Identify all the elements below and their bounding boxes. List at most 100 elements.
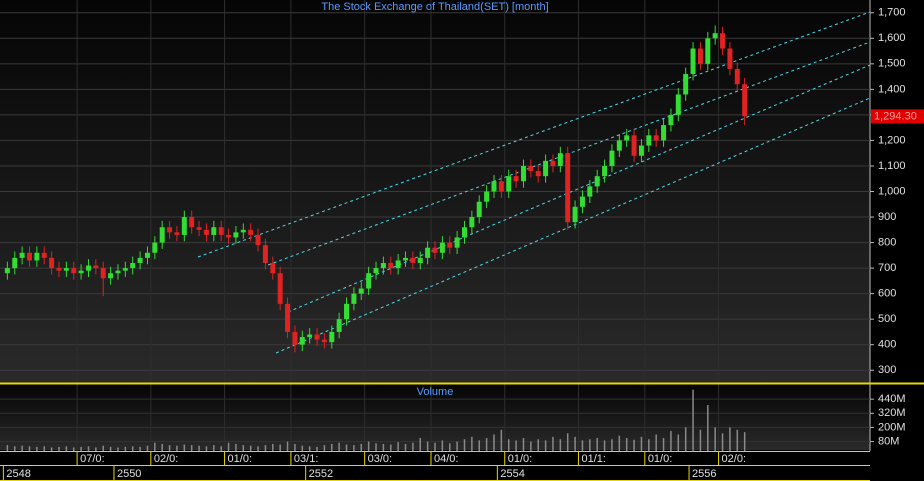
volume-bar <box>338 442 340 451</box>
candle-body <box>85 265 91 271</box>
volume-bar <box>28 446 31 451</box>
volume-bar <box>699 429 702 451</box>
volume-bar <box>662 438 665 451</box>
x-tick-label: 01/1: <box>581 453 605 465</box>
candle-body <box>675 94 681 115</box>
volume-bar <box>611 439 613 451</box>
volume-bar <box>102 445 104 451</box>
y-tick-label: 400 <box>878 339 896 351</box>
volume-bar <box>72 447 75 451</box>
volume-bar <box>50 447 53 451</box>
channel-line <box>197 11 871 258</box>
year-tick-label: 2548 <box>6 468 30 480</box>
volume-bar <box>249 445 252 451</box>
candle-body <box>211 227 217 235</box>
volume-bar <box>146 445 149 451</box>
y-tick-label: 800 <box>878 236 896 248</box>
candle-body <box>734 68 740 85</box>
candle-body <box>270 262 276 274</box>
volume-bar <box>131 446 134 451</box>
volume-bar <box>684 427 687 451</box>
y-tick-label: 500 <box>878 313 896 325</box>
volume-bar <box>139 446 141 451</box>
candle-body <box>373 268 379 274</box>
candle-body <box>255 234 261 246</box>
x-tick-label: 03/1: <box>294 453 318 465</box>
volume-bar <box>736 429 739 451</box>
candle-body <box>167 227 173 233</box>
candle-body <box>56 268 62 271</box>
volume-bar <box>692 389 694 451</box>
volume-bar <box>456 441 458 451</box>
last-price-label: 1,294.30 <box>874 110 917 122</box>
volume-bar <box>367 441 370 451</box>
x-tick-label: 01/0: <box>228 453 252 465</box>
volume-bar <box>471 436 473 451</box>
volume-bar <box>286 441 289 451</box>
candle-body <box>454 237 460 248</box>
candle-body <box>115 270 121 274</box>
x-tick-label: 04/0: <box>434 453 458 465</box>
volume-bar <box>124 446 127 451</box>
candle-body <box>351 293 357 304</box>
chart-title: The Stock Exchange of Thailand(SET) [mon… <box>321 1 548 13</box>
candle-body <box>616 140 622 151</box>
y-tick-label: 900 <box>878 211 896 223</box>
candle-body <box>491 181 497 192</box>
volume-bar <box>390 444 392 451</box>
candle-body <box>720 33 726 49</box>
volume-bar <box>205 446 208 451</box>
volume-bar <box>677 434 680 451</box>
candle-body <box>189 217 195 228</box>
y-tick-label: 200M <box>878 421 906 433</box>
candle-body <box>78 270 84 274</box>
candle-body <box>661 125 667 141</box>
volume-bar <box>117 447 119 451</box>
candle-body <box>196 227 202 230</box>
candle-body <box>690 48 696 75</box>
volume-bar <box>412 442 414 451</box>
last-price-box <box>871 109 924 124</box>
volume-bar <box>235 443 237 451</box>
volume-bar <box>419 438 422 451</box>
candle-body <box>506 176 512 192</box>
volume-bar <box>6 445 9 451</box>
candle-body <box>484 191 490 202</box>
y-tick-label: 80M <box>878 435 899 447</box>
y-tick-label: 700 <box>878 262 896 274</box>
candle-body <box>395 260 401 269</box>
candle-body <box>262 245 268 263</box>
volume-bar <box>707 405 709 451</box>
volume-bar <box>404 443 407 451</box>
volume-bar <box>559 439 562 451</box>
volume-bar <box>323 445 326 451</box>
candle-body <box>543 160 549 177</box>
candle-body <box>727 48 733 69</box>
candle-body <box>299 337 305 345</box>
volume-bar <box>43 446 45 451</box>
volume-bar <box>13 446 16 451</box>
candle-body <box>572 206 578 223</box>
volume-bar <box>640 436 643 451</box>
candle-body <box>461 227 467 238</box>
candle-body <box>321 339 327 343</box>
candle-body <box>587 186 593 197</box>
y-tick-label: 320M <box>878 407 906 419</box>
candle-body <box>358 288 364 294</box>
volume-bar <box>485 438 488 451</box>
volume-bar <box>625 438 628 451</box>
volume-bar <box>589 439 591 451</box>
candle-body <box>226 234 232 238</box>
x-tick-label: 02/0: <box>722 453 746 465</box>
volume-bar <box>95 447 97 451</box>
volume-bar <box>345 444 348 451</box>
candle-body <box>174 232 180 235</box>
candle-body <box>181 217 187 235</box>
volume-bar <box>448 443 451 451</box>
candle-body <box>152 242 158 253</box>
volume-bar <box>603 440 606 451</box>
volume-bar <box>190 445 193 451</box>
candle-body <box>4 268 10 274</box>
candle-body <box>49 257 55 269</box>
volume-bar <box>272 443 274 451</box>
